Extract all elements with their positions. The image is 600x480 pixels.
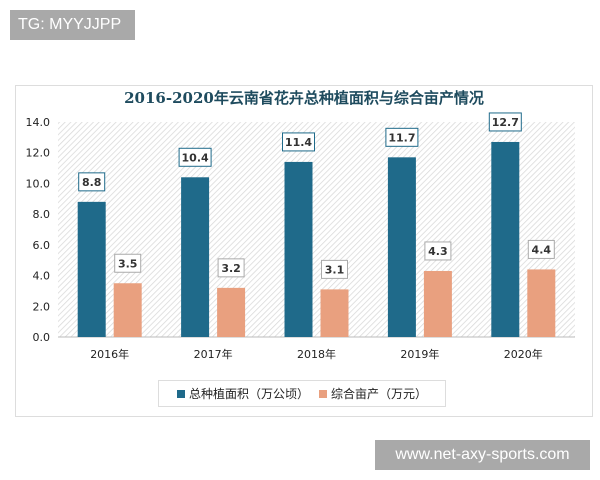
bar	[320, 289, 349, 337]
data-label: 3.1	[325, 263, 345, 276]
data-label-box	[282, 132, 315, 152]
y-tick-label: 10.0	[26, 177, 51, 190]
y-tick-label: 8.0	[33, 208, 51, 221]
data-label: 12.7	[492, 116, 519, 129]
data-label: 3.5	[118, 257, 138, 270]
data-label-box	[78, 172, 106, 192]
x-tick-label: 2020年	[504, 347, 543, 361]
legend-swatch-area	[176, 390, 185, 398]
y-tick-label: 6.0	[33, 239, 51, 252]
data-label-box	[488, 112, 522, 132]
bar	[423, 270, 452, 337]
watermark-bottom: www.net-axy-sports.com	[375, 440, 590, 470]
chart-frame	[15, 85, 593, 417]
legend-label-yield: 综合亩产（万元）	[331, 387, 428, 401]
data-label-box	[321, 259, 348, 279]
legend-label-area: 总种植面积（万公顷）	[188, 387, 309, 401]
bar	[77, 201, 106, 337]
bar	[527, 269, 556, 337]
x-tick-label: 2017年	[194, 347, 233, 361]
data-label: 11.4	[285, 136, 312, 149]
data-label-box	[385, 127, 419, 147]
bar	[387, 157, 416, 337]
y-tick-label: 4.0	[33, 270, 51, 283]
watermark-top: TG: MYYJJPP	[10, 10, 135, 40]
bar	[217, 287, 246, 337]
bar	[284, 161, 313, 337]
data-label-box	[424, 241, 452, 261]
y-tick-label: 12.0	[26, 147, 51, 160]
data-label: 3.2	[221, 262, 241, 275]
data-label-box	[178, 147, 212, 167]
chart-title: 2016-2020年云南省花卉总种植面积与综合亩产情况	[124, 89, 484, 107]
data-label-box	[527, 239, 555, 259]
data-label: 10.4	[182, 151, 209, 164]
legend-swatch-yield	[319, 390, 327, 398]
y-tick-label: 14.0	[26, 116, 51, 129]
data-label: 11.7	[388, 131, 415, 144]
x-tick-label: 2019年	[400, 347, 439, 361]
legend-item-area: 总种植面积（万公顷）	[176, 385, 309, 402]
bar	[491, 141, 520, 337]
data-label-box	[114, 253, 142, 273]
data-label: 8.8	[82, 176, 102, 189]
legend-item-yield: 综合亩产（万元）	[319, 385, 427, 402]
data-label-box	[217, 258, 245, 278]
plot-area	[58, 122, 575, 337]
y-tick-label: 0.0	[33, 331, 51, 344]
data-label: 4.3	[428, 245, 448, 258]
x-tick-label: 2018年	[297, 347, 336, 361]
y-tick-label: 2.0	[33, 300, 51, 313]
legend: 总种植面积（万公顷） 综合亩产（万元）	[158, 380, 446, 407]
data-label: 4.4	[532, 243, 552, 256]
x-tick-label: 2016年	[90, 347, 129, 361]
bar	[113, 283, 142, 337]
bar	[181, 177, 210, 337]
